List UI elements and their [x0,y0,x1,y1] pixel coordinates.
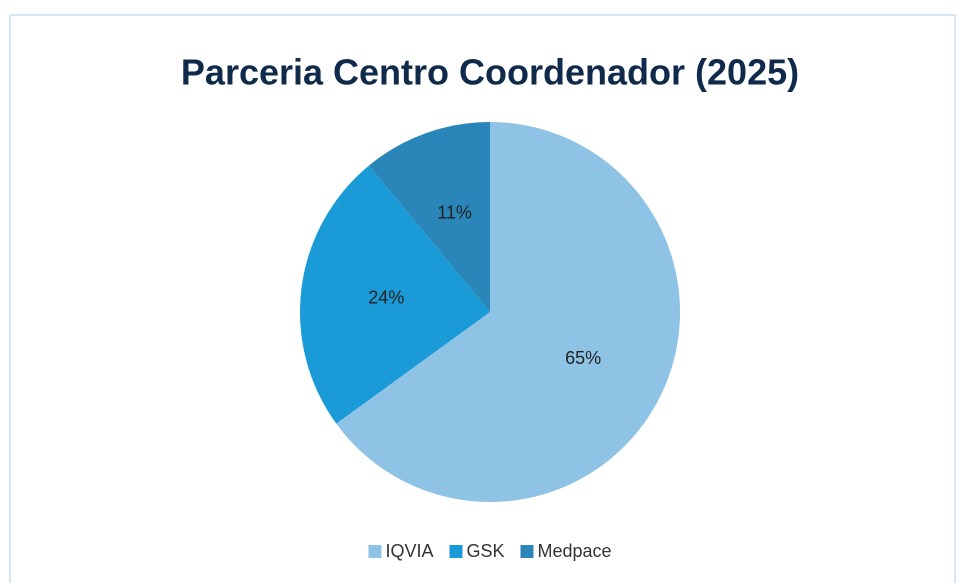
data-label: 11% [437,202,472,222]
pie-slice [368,122,490,312]
chart-title: Parceria Centro Coordenador (2025) [181,52,799,93]
legend-label: GSK [466,541,504,561]
legend-swatch [449,545,463,558]
pie: 65% 24% 11% [300,122,680,502]
pie-slice [300,165,490,424]
legend-swatch [368,545,382,558]
pie-slice [336,122,680,502]
legend-swatch [520,545,534,558]
data-label: 24% [368,288,404,308]
legend-label: Medpace [537,541,611,561]
data-label: 65% [565,348,601,368]
legend-label: IQVIA [385,541,433,561]
legend: IQVIA GSK Medpace [368,541,612,561]
